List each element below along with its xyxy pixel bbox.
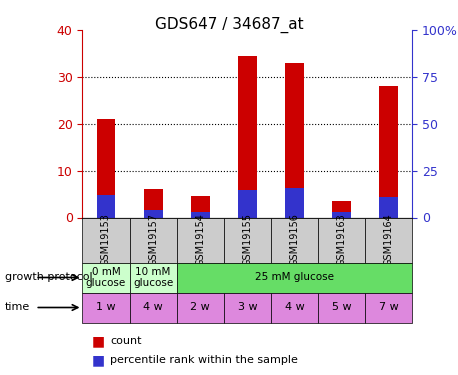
Text: GSM19153: GSM19153: [101, 214, 111, 266]
FancyBboxPatch shape: [365, 292, 412, 322]
Bar: [238, 56, 257, 217]
FancyBboxPatch shape: [318, 292, 365, 322]
Text: ■: ■: [92, 334, 105, 348]
Bar: [144, 189, 163, 217]
Text: growth protocol: growth protocol: [5, 273, 92, 282]
FancyBboxPatch shape: [271, 292, 318, 322]
Bar: [285, 63, 304, 217]
Text: 10 mM
glucose: 10 mM glucose: [133, 267, 173, 288]
FancyBboxPatch shape: [130, 262, 177, 292]
Text: GSM19154: GSM19154: [195, 214, 205, 266]
Bar: [332, 201, 351, 217]
Text: GDS647 / 34687_at: GDS647 / 34687_at: [155, 17, 303, 33]
FancyBboxPatch shape: [318, 217, 365, 262]
Text: count: count: [110, 336, 142, 346]
FancyBboxPatch shape: [224, 217, 271, 262]
FancyBboxPatch shape: [82, 292, 130, 322]
FancyBboxPatch shape: [177, 217, 224, 262]
Text: GSM19156: GSM19156: [289, 214, 300, 266]
Bar: [379, 197, 398, 217]
Text: GSM19163: GSM19163: [337, 214, 347, 266]
FancyBboxPatch shape: [177, 292, 224, 322]
Bar: [238, 190, 257, 217]
Text: 4 w: 4 w: [143, 303, 163, 312]
Text: 3 w: 3 w: [238, 303, 257, 312]
Text: 2 w: 2 w: [191, 303, 210, 312]
Text: time: time: [5, 303, 30, 312]
FancyBboxPatch shape: [130, 292, 177, 322]
Text: GSM19157: GSM19157: [148, 213, 158, 267]
FancyBboxPatch shape: [224, 292, 271, 322]
FancyBboxPatch shape: [177, 262, 412, 292]
Bar: [191, 212, 210, 217]
Text: ■: ■: [92, 353, 105, 367]
Bar: [191, 196, 210, 217]
Bar: [332, 212, 351, 217]
Text: 7 w: 7 w: [379, 303, 398, 312]
FancyBboxPatch shape: [82, 217, 130, 262]
Text: 4 w: 4 w: [284, 303, 304, 312]
Text: 5 w: 5 w: [332, 303, 351, 312]
FancyBboxPatch shape: [271, 217, 318, 262]
Text: GSM19164: GSM19164: [384, 214, 393, 266]
Text: 1 w: 1 w: [96, 303, 116, 312]
FancyBboxPatch shape: [82, 262, 130, 292]
Text: 0 mM
glucose: 0 mM glucose: [86, 267, 126, 288]
Bar: [379, 86, 398, 218]
FancyBboxPatch shape: [130, 217, 177, 262]
Bar: [97, 195, 115, 217]
Text: GSM19155: GSM19155: [242, 213, 252, 267]
Text: percentile rank within the sample: percentile rank within the sample: [110, 355, 298, 365]
FancyBboxPatch shape: [365, 217, 412, 262]
Bar: [285, 188, 304, 218]
Bar: [97, 119, 115, 218]
Bar: [144, 210, 163, 218]
Text: 25 mM glucose: 25 mM glucose: [255, 273, 334, 282]
